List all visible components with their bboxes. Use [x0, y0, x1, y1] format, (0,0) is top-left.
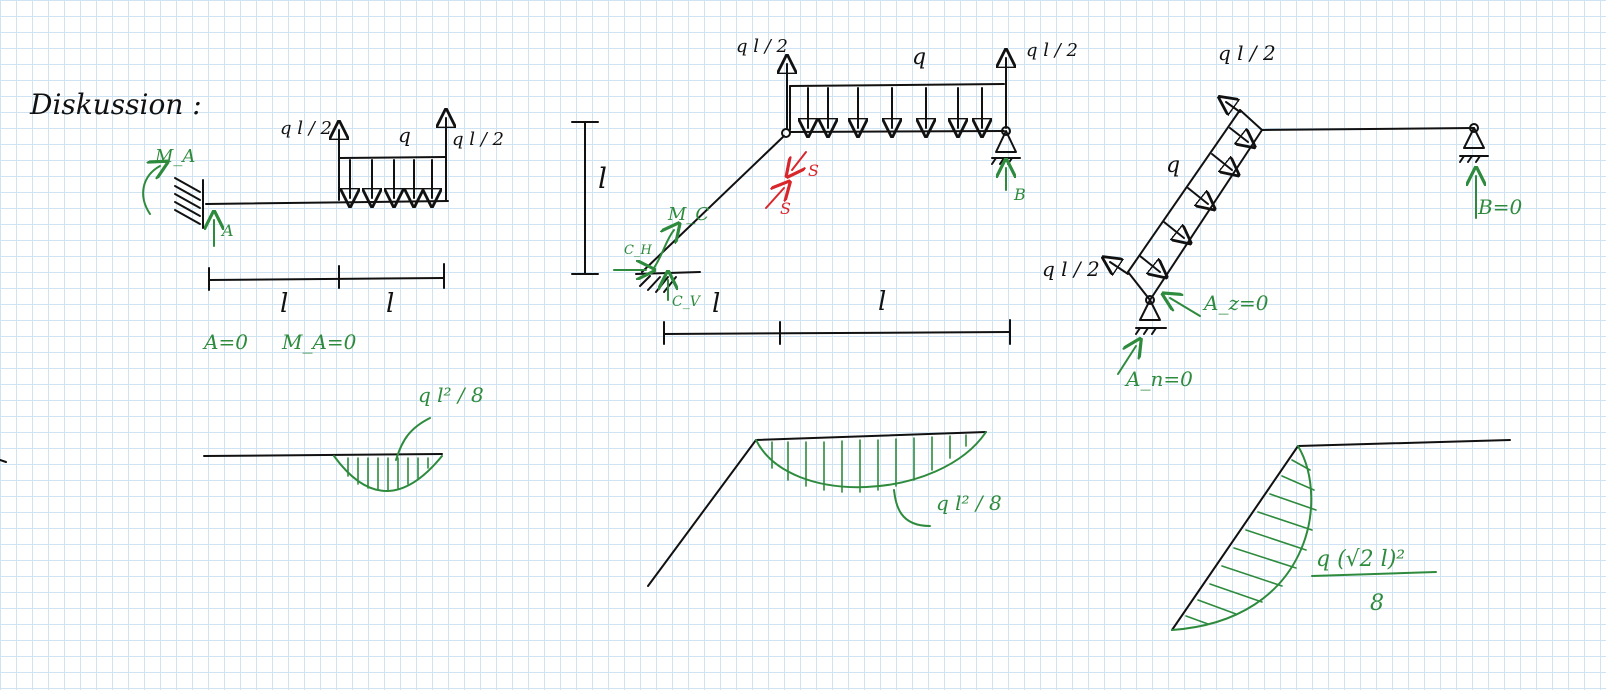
- frame3-reaction-top-label: q l / 2: [1218, 41, 1276, 65]
- frame2-beam: [789, 130, 1005, 133]
- frame2-load-label: q: [912, 45, 926, 70]
- beam1-wall-hatch: [174, 177, 201, 225]
- beam1-moment-arrow: [142, 166, 160, 215]
- frame3-beam: [1261, 127, 1475, 131]
- frame2-load-top: [789, 83, 1005, 87]
- frame2-dim-left-label: l: [712, 289, 720, 319]
- beam1-result-A: A=0: [202, 330, 248, 354]
- frame3-moment-incline: [1171, 445, 1299, 631]
- frame3-b-result: B=0: [1477, 195, 1522, 219]
- frame3-moment-max-numerator: q (√2 l)²: [1316, 547, 1405, 572]
- beam1-moment-baseline: [203, 453, 443, 457]
- frame2-force-label-2: S: [780, 199, 791, 218]
- beam1-support-label: A: [220, 221, 234, 240]
- beam1-moment-hatch: [347, 457, 429, 491]
- beam1-dim-left-label: l: [280, 289, 288, 319]
- frame2-moment-leader: [893, 489, 931, 527]
- beam1-moment-parabola: [333, 455, 443, 492]
- frame3-reaction-bottom-label: q l / 2: [1042, 257, 1100, 281]
- page-title: Diskussion :: [29, 88, 202, 121]
- beam1-dimension: [208, 277, 445, 281]
- beam1-moment-max-label: q l² / 8: [418, 383, 484, 407]
- frame2-reaction-left-label: q l / 2: [736, 36, 788, 57]
- frame2-moment-arrow: [653, 230, 674, 269]
- frame2-moment-max-label: q l² / 8: [936, 491, 1002, 515]
- frame2-inclined-member: [641, 135, 785, 273]
- frame2-reaction-right-label: q l / 2: [1026, 40, 1078, 61]
- frame3-az-result: A_z=0: [1202, 291, 1269, 315]
- beam1-load-label: q: [398, 123, 411, 147]
- beam1-moment-label: M_A: [154, 146, 195, 167]
- frame2-moment-baseline: [755, 431, 987, 441]
- edge-mark: [0, 459, 7, 463]
- frame2-moment-parabola: [755, 431, 987, 489]
- frame3-reaction-bottom-arrow: [1110, 262, 1129, 274]
- beam1-moment-leader: [395, 417, 431, 461]
- beam1-reaction-right-label: q l / 2: [452, 129, 504, 150]
- frame3-moment-hatch: [1185, 459, 1317, 625]
- frame2-structure: [571, 58, 1021, 345]
- frame2-hinge: [781, 128, 791, 138]
- frame2-support-C: [635, 271, 701, 275]
- beam1-beam: [205, 200, 449, 205]
- frame2-moment-incline: [647, 439, 757, 587]
- frame2-ch-label: C_H: [624, 243, 652, 258]
- frame2-force-label-1: S: [808, 161, 819, 180]
- frame2-dimension: [663, 331, 1011, 335]
- beam1-load-top: [339, 156, 447, 159]
- frame3-structure: [1110, 102, 1489, 335]
- frame2-support-B: [995, 130, 1017, 153]
- frame3-moment-baseline: [1297, 439, 1511, 447]
- frame2-moment-label: M_C: [667, 204, 709, 225]
- frame2-force-arrow-2: [765, 188, 784, 209]
- frame3-fraction-bar: [1311, 571, 1437, 577]
- frame3-reaction-top-arrow: [1226, 102, 1241, 112]
- frame2-moment-hatch: [771, 434, 967, 493]
- frame3-support-A: [1139, 299, 1161, 321]
- frame3-an-arrow: [1117, 346, 1136, 375]
- beam1-dim-right-label: l: [386, 289, 394, 319]
- frame2-cv-label: C_V: [672, 294, 702, 310]
- beam1-structure: [174, 118, 449, 291]
- frame2-dim-right-label: l: [878, 287, 886, 317]
- beam1-result-MA: M_A=0: [281, 330, 357, 354]
- frame3-moment-parabola: [1171, 445, 1313, 631]
- frame3-load-label: q: [1166, 153, 1180, 178]
- frame2-height-label: l: [598, 162, 607, 195]
- beam1-reaction-left-label: q l / 2: [280, 118, 332, 139]
- frame3-moment-max-denominator: 8: [1370, 591, 1384, 616]
- frame2-support-label: B: [1013, 185, 1026, 204]
- frame3-load-band: [1127, 109, 1241, 273]
- frame3-support-B: [1463, 127, 1485, 149]
- frame3-an-result: A_n=0: [1124, 367, 1193, 391]
- frame2-force-arrow-1: [792, 151, 807, 170]
- frame3-az-arrow: [1170, 298, 1201, 317]
